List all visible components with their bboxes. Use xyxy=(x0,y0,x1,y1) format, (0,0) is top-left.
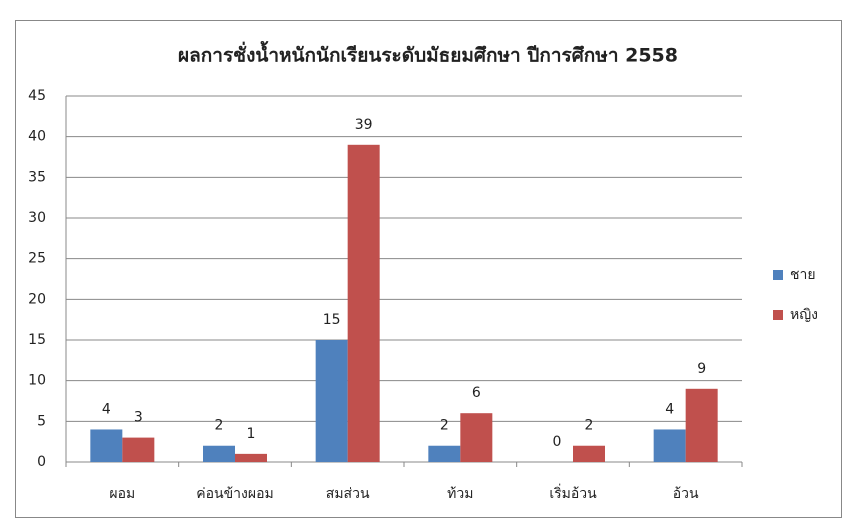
y-tick-label: 15 xyxy=(28,332,46,348)
bar xyxy=(90,429,123,462)
bar xyxy=(315,340,348,462)
x-tick-label: ค่อนข้างผอม xyxy=(196,486,273,502)
y-tick-label: 20 xyxy=(28,291,46,307)
bar xyxy=(203,445,235,462)
data-label: 4 xyxy=(102,401,111,417)
bar xyxy=(235,453,267,462)
y-tick-label: 35 xyxy=(28,169,46,185)
x-tick-label: เริ่มอ้วน xyxy=(549,484,597,502)
x-tick-label: ท้วม xyxy=(447,486,473,502)
y-tick-label: 30 xyxy=(28,210,46,226)
bar xyxy=(428,445,461,462)
data-label: 1 xyxy=(247,426,256,442)
bar xyxy=(573,445,605,462)
x-tick-label: อ้วน xyxy=(673,486,699,502)
legend-label: ชาย xyxy=(790,267,816,283)
y-tick-label: 10 xyxy=(28,373,46,389)
data-label: 15 xyxy=(323,312,341,328)
data-label: 2 xyxy=(215,418,224,434)
bar xyxy=(685,388,718,462)
bar xyxy=(347,144,380,463)
x-tick-label: สมส่วน xyxy=(326,486,370,502)
x-tick-label: ผอม xyxy=(109,486,135,502)
data-label: 6 xyxy=(472,385,481,401)
data-label: 39 xyxy=(355,117,373,133)
y-tick-label: 5 xyxy=(37,413,46,429)
y-tick-label: 25 xyxy=(28,251,46,267)
y-tick-label: 45 xyxy=(28,88,46,104)
data-label: 4 xyxy=(665,401,674,417)
legend-swatch xyxy=(773,270,783,280)
data-label: 0 xyxy=(553,434,562,450)
data-label: 2 xyxy=(440,418,449,434)
bar xyxy=(122,437,155,462)
bar xyxy=(653,429,686,462)
legend-label: หญิง xyxy=(790,307,818,323)
bar xyxy=(460,413,493,462)
y-tick-label: 0 xyxy=(37,454,46,470)
legend-swatch xyxy=(773,310,783,320)
chart-title: ผลการชั่งน้ำหนักนักเรียนระดับมัธยมศึกษา … xyxy=(178,41,678,67)
data-label: 3 xyxy=(134,410,143,426)
y-tick-label: 40 xyxy=(28,129,46,145)
data-label: 9 xyxy=(697,361,706,377)
data-label: 2 xyxy=(585,418,594,434)
